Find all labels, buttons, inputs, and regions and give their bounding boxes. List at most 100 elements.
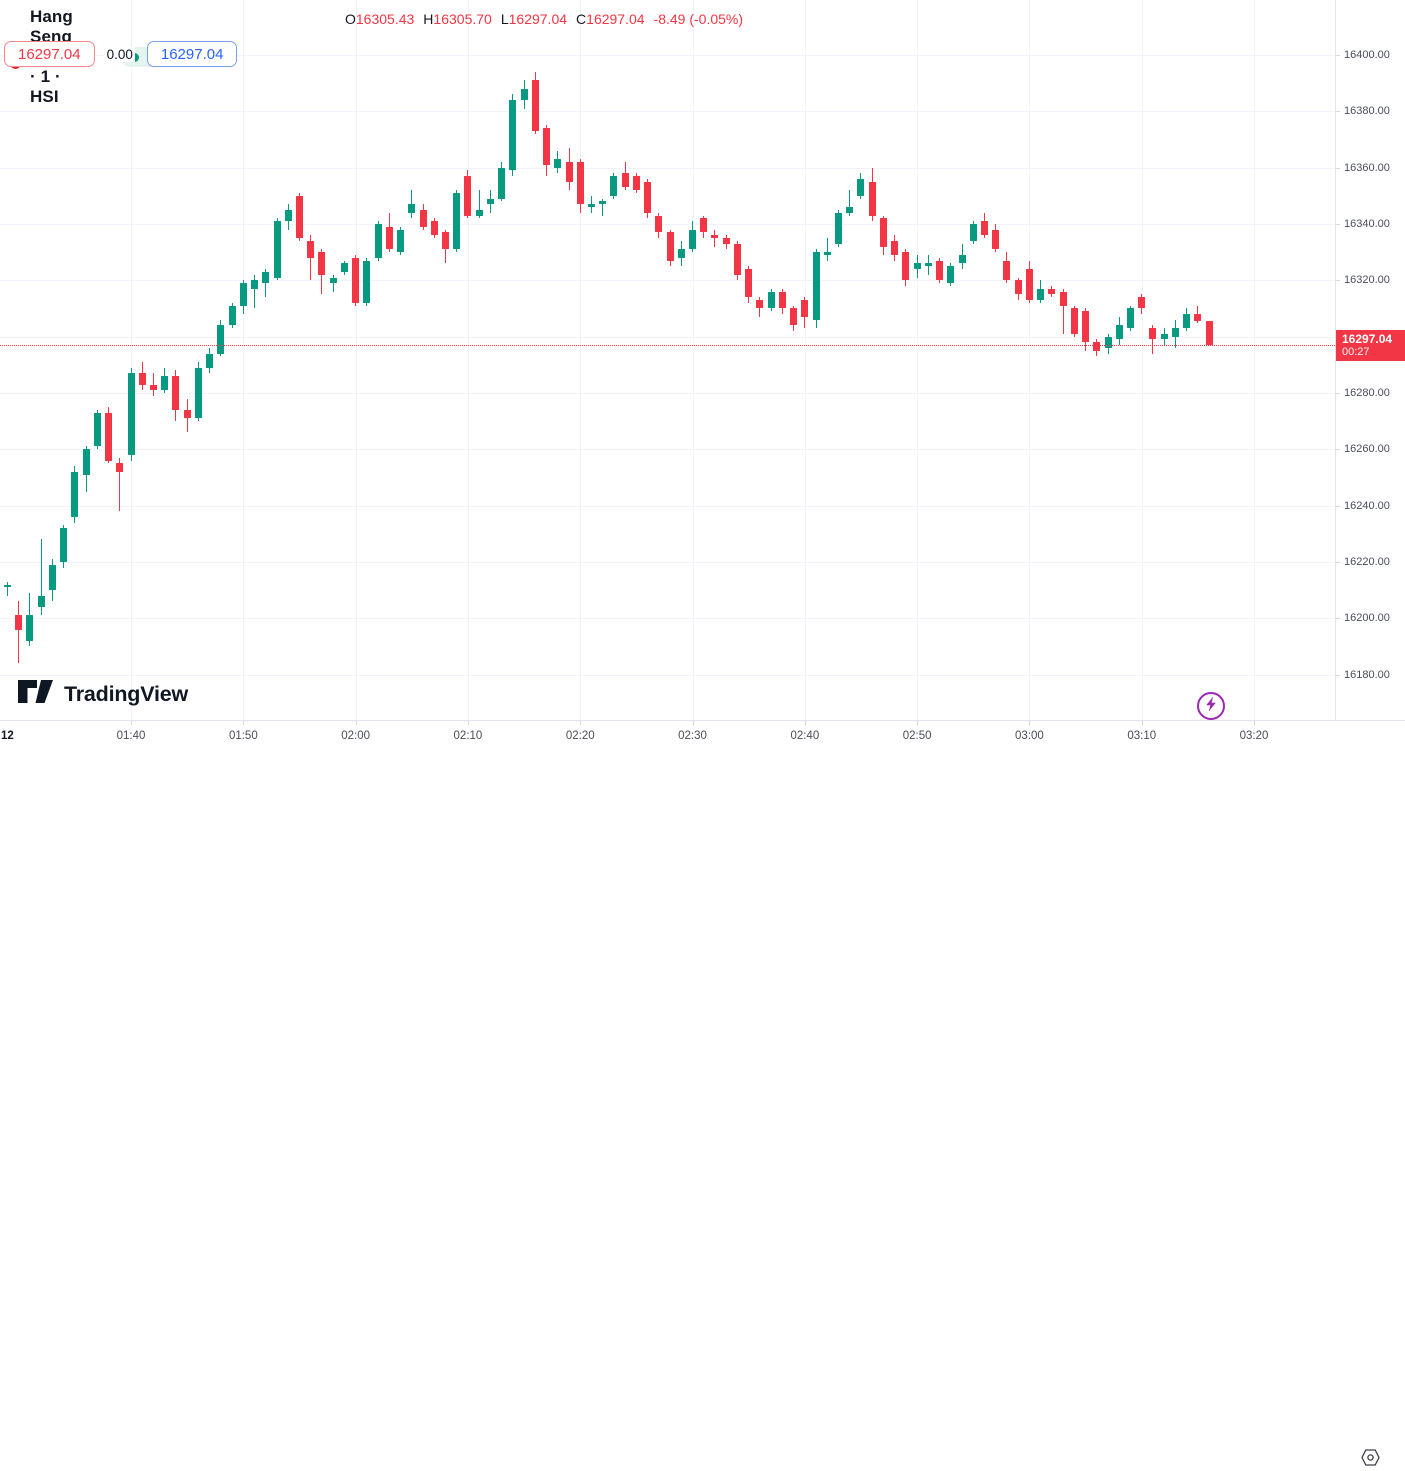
candle (329, 277, 337, 284)
candle (644, 181, 652, 213)
time-scale[interactable]: 12 01:40 01:50 02:00 02:10 02:20 02:30 02:40 02… (0, 720, 1405, 1466)
date-label: 12 (1, 730, 14, 742)
candle (520, 88, 528, 101)
candle (587, 204, 595, 208)
candle (958, 254, 966, 264)
candle (26, 615, 34, 641)
candle (835, 212, 843, 244)
candle (116, 463, 124, 472)
candle (1025, 269, 1033, 301)
candle (71, 471, 79, 517)
candle (531, 80, 539, 132)
candle-wick (590, 195, 592, 213)
price-gridline (0, 223, 1335, 225)
candle (1037, 288, 1045, 301)
candle (1115, 325, 1123, 340)
candle (284, 209, 292, 222)
candle (453, 193, 461, 250)
candle (397, 229, 405, 253)
candle (857, 178, 865, 196)
candle (4, 584, 11, 588)
tradingview-watermark[interactable]: TradingView (18, 680, 188, 709)
time-tick (467, 721, 469, 725)
candle (385, 226, 393, 250)
candle (936, 260, 944, 281)
candle (262, 271, 270, 284)
time-tick-label: 02:00 (341, 730, 371, 742)
candle (318, 252, 326, 275)
instant-order-button[interactable] (1197, 692, 1225, 720)
price-gridline (0, 167, 1335, 169)
time-tick-label: 02:50 (902, 730, 932, 742)
candle (37, 595, 45, 608)
candle (251, 280, 259, 289)
candle (1171, 328, 1179, 337)
time-gridline (131, 0, 133, 720)
time-tick-label: 02:40 (790, 730, 820, 742)
price-tick (1336, 505, 1340, 507)
candle (93, 412, 101, 447)
price-gridline (0, 674, 1335, 676)
candle (778, 291, 786, 309)
candle (419, 209, 427, 227)
open-label: O (345, 11, 356, 27)
candle (15, 615, 23, 630)
candle (1149, 328, 1157, 340)
high-value: 16305.70 (433, 11, 492, 27)
price-gridline (0, 280, 1335, 282)
time-gridline (1029, 0, 1031, 720)
time-tick (1254, 721, 1256, 725)
candle (1205, 321, 1213, 345)
time-gridline (804, 0, 806, 720)
price-tick-label: 16340.00 (1344, 217, 1390, 230)
candle-wick (310, 235, 312, 281)
candle (576, 162, 584, 205)
buy-price-button[interactable]: 16297.04 (146, 41, 238, 67)
candle (161, 376, 169, 391)
close-value: 16297.04 (586, 11, 645, 27)
price-tick (1336, 449, 1340, 451)
candle (295, 195, 303, 239)
candle (239, 283, 247, 306)
time-tick (692, 721, 694, 725)
price-tick (1336, 674, 1340, 676)
last-price-tag: 16297.04 00:27 (1336, 329, 1405, 361)
price-gridline (0, 561, 1335, 563)
candle (733, 243, 741, 275)
high-label: H (423, 11, 434, 27)
price-tick (1336, 167, 1340, 169)
candle (655, 215, 663, 233)
candle (722, 238, 730, 244)
candle (352, 257, 360, 303)
price-gridline (0, 111, 1335, 113)
price-tick-label: 16200.00 (1344, 612, 1390, 625)
candle (149, 384, 157, 391)
candle (475, 209, 483, 216)
time-tick (1141, 721, 1143, 725)
time-gridline (580, 0, 582, 720)
candle (498, 167, 506, 199)
price-tick-label: 16360.00 (1344, 161, 1390, 174)
chart-plot-area[interactable] (0, 0, 1335, 720)
candle (756, 300, 764, 309)
candle (228, 305, 236, 326)
candle (913, 263, 921, 270)
candle (812, 252, 820, 320)
time-tick (917, 721, 919, 725)
sell-price-button[interactable]: 16297.04 (4, 41, 95, 67)
time-tick-label: 01:50 (228, 730, 258, 742)
candle (138, 373, 146, 385)
candle (711, 235, 719, 239)
bar-countdown: 00:27 (1342, 345, 1370, 358)
time-axis-settings-button[interactable] (1361, 1448, 1380, 1468)
price-tick-label: 16280.00 (1344, 386, 1390, 399)
time-gridline (243, 0, 245, 720)
candle (408, 204, 416, 213)
price-gridline (0, 449, 1335, 451)
candle-wick (714, 229, 716, 247)
price-tick (1336, 223, 1340, 225)
price-gridline (0, 392, 1335, 394)
lightning-bolt-icon (1204, 696, 1218, 717)
candle (1127, 308, 1134, 329)
candle (1138, 297, 1146, 309)
